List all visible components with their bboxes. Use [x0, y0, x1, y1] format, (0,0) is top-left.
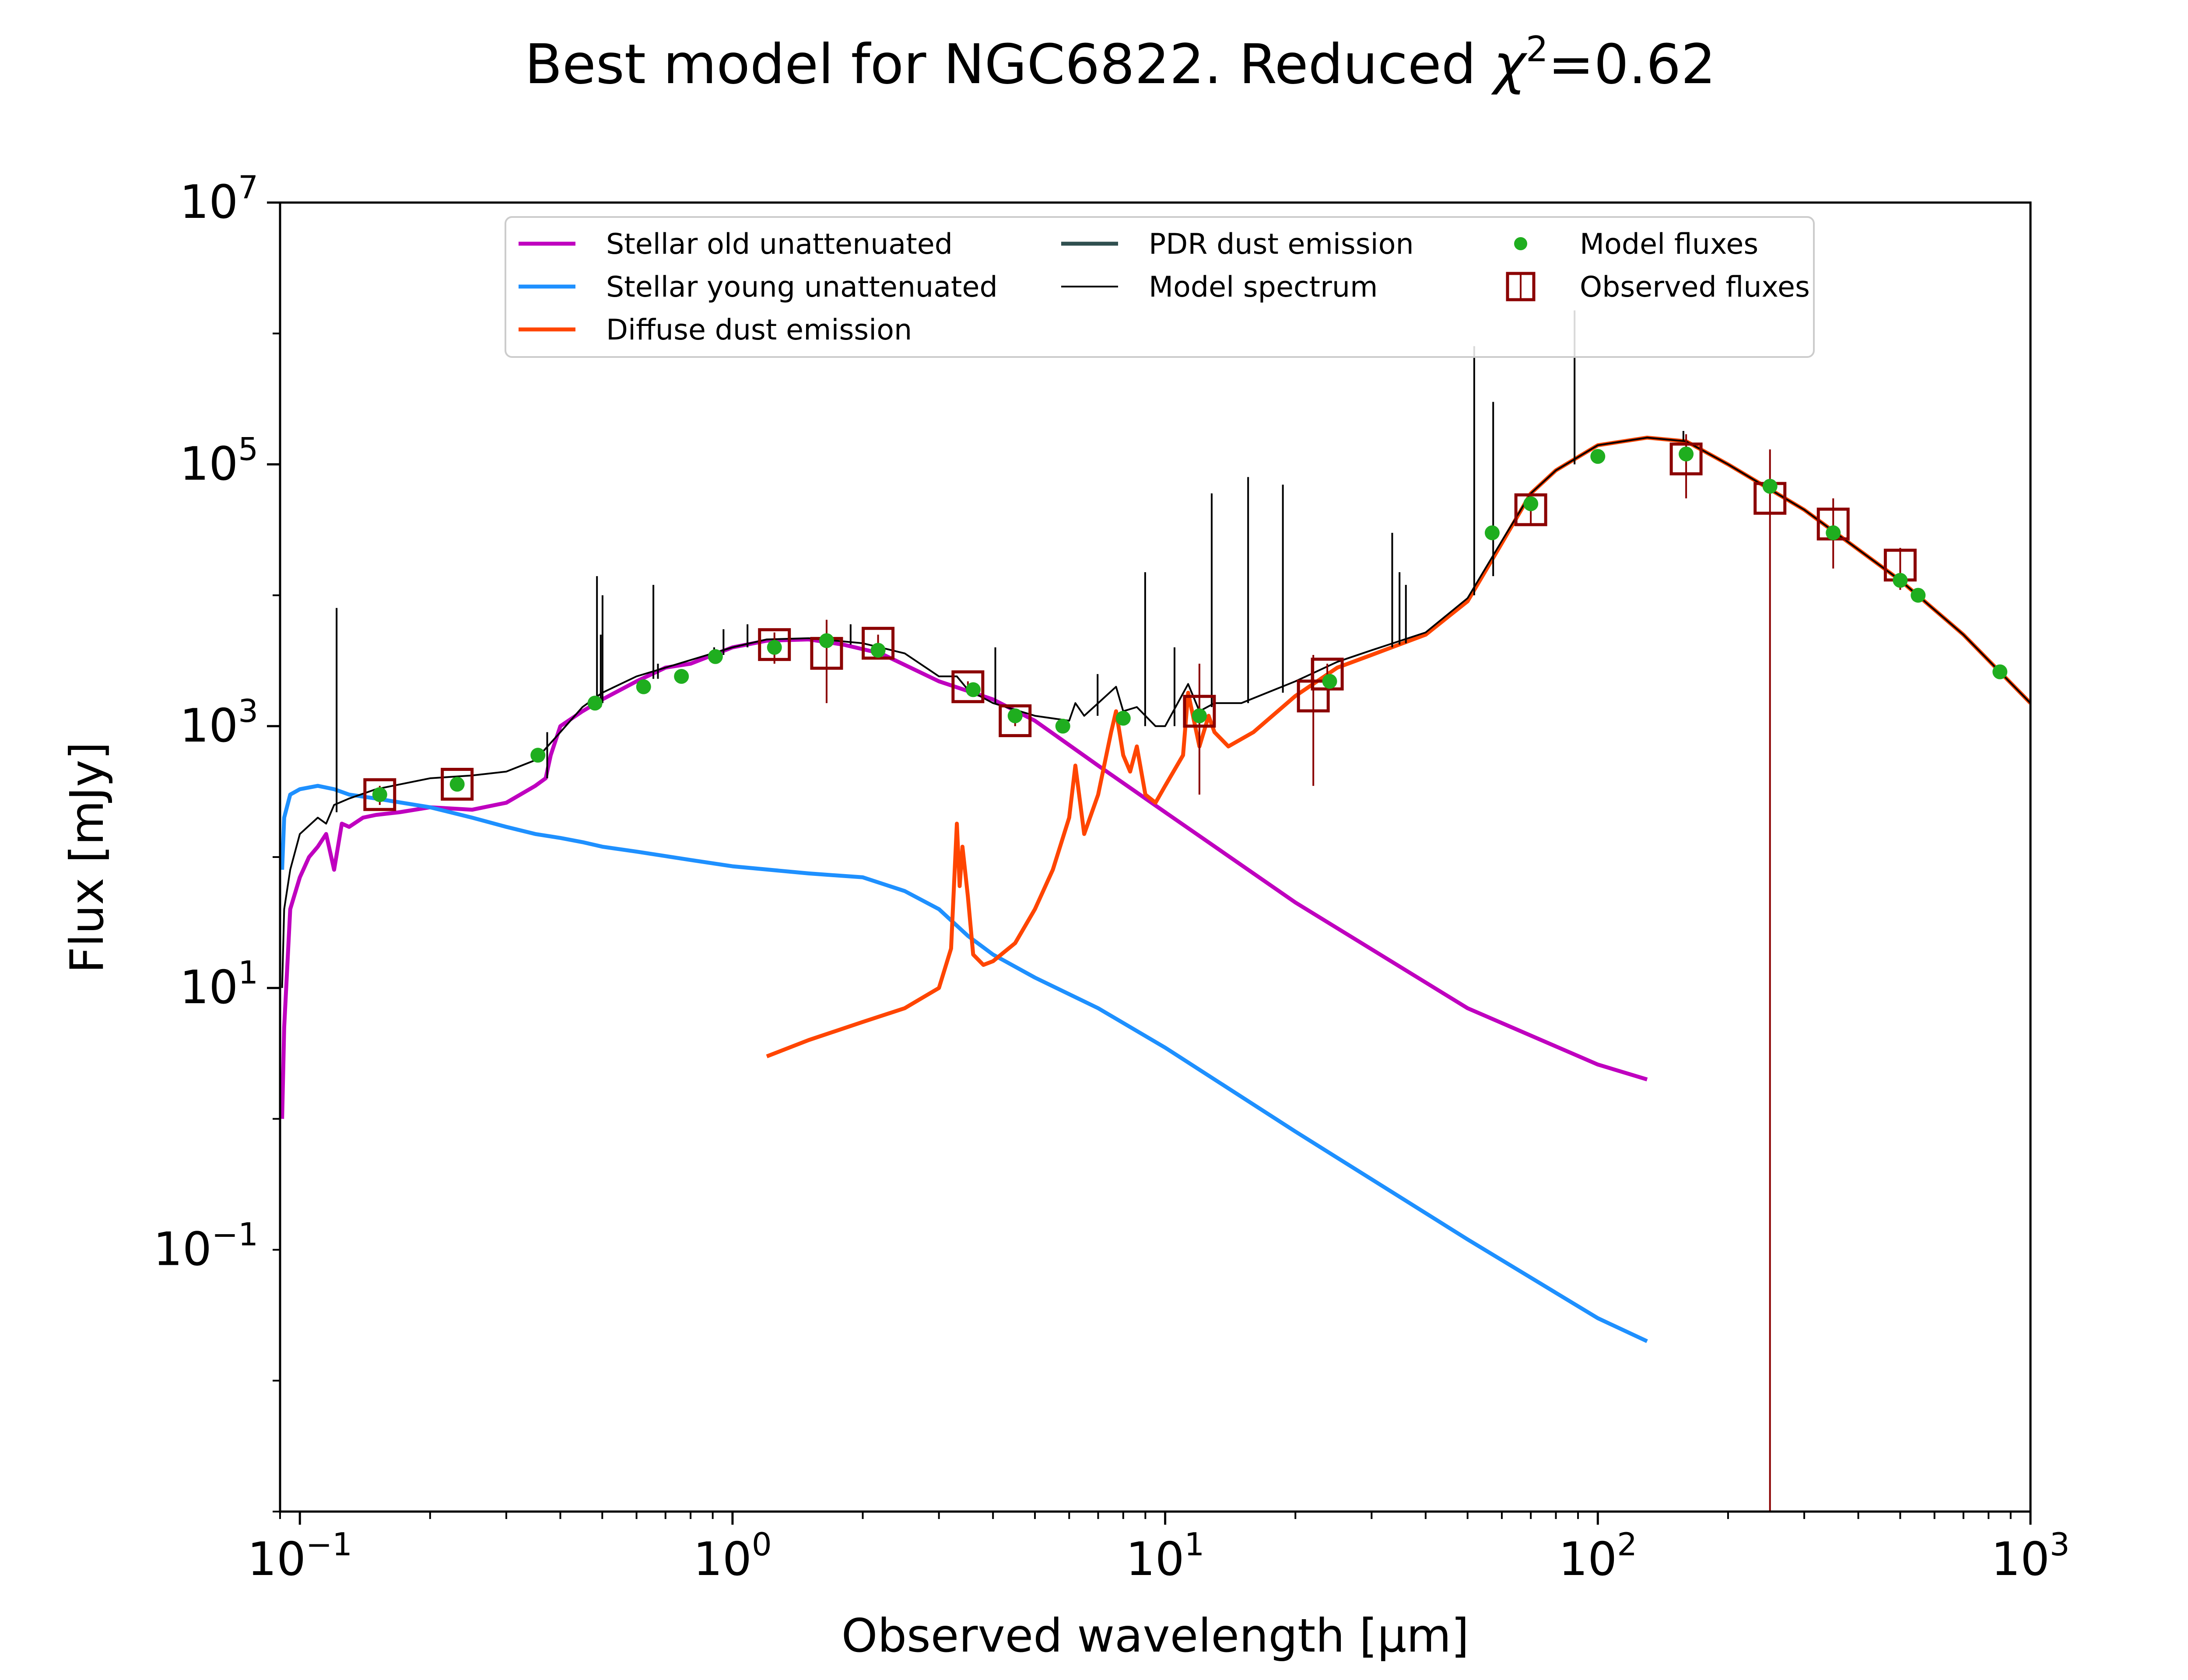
model-flux-point [965, 682, 981, 697]
observed-flux-marker [363, 778, 396, 811]
legend-item-model-spectrum: Model spectrum [1061, 271, 1378, 304]
series-line-model-spectrum [281, 437, 2030, 988]
model-flux-point [1679, 446, 1694, 462]
legend-item-stellar-old-unattenuated: Stellar old unattenuated [519, 228, 953, 261]
model-flux-point [1762, 479, 1778, 494]
observed-flux-marker [862, 626, 895, 660]
legend-label: Model spectrum [1149, 271, 1378, 304]
x-tick-label: 10−1 [247, 1526, 352, 1586]
legend-label: Stellar old unattenuated [606, 228, 953, 261]
legend: Stellar old unattenuated Stellar young un… [505, 216, 1815, 358]
model-flux-point [1523, 496, 1539, 511]
model-flux-point [1893, 573, 1908, 588]
legend-label: PDR dust emission [1149, 228, 1414, 261]
legend-item-model-fluxes: Model fluxes [1514, 228, 1758, 261]
model-flux-point [1992, 664, 2008, 679]
model-flux-point [1484, 525, 1500, 540]
model-flux-point [1055, 718, 1070, 734]
model-flux-point [372, 787, 387, 802]
plot-area [280, 310, 2030, 1512]
observed-flux-marker [758, 628, 791, 661]
series-line-stellar-young-unattenuated [280, 784, 1648, 1343]
legend-box [505, 216, 1815, 358]
model-flux-point [1590, 449, 1606, 464]
x-axis-label: Observed wavelength [μm] [842, 1609, 1469, 1662]
y-tick-label: 101 [180, 954, 258, 1014]
x-tick-label: 101 [1126, 1526, 1204, 1586]
legend-item-observed-fluxes: Observed fluxes [1506, 271, 1810, 304]
observed-flux-marker [1183, 695, 1216, 728]
legend-item-stellar-young-unattenuated: Stellar young unattenuated [519, 271, 998, 304]
observed-flux-marker [951, 670, 985, 704]
model-flux-point [530, 748, 546, 763]
model-flux-point [587, 696, 603, 711]
chart-title: Best model for NGC6822. Reduced χ2=0.62 [525, 29, 1716, 96]
x-tick-label: 103 [1991, 1526, 2069, 1586]
y-axis-label: Flux [mJy] [60, 742, 114, 973]
legend-label: Diffuse dust emission [606, 314, 912, 346]
x-tick-label: 100 [693, 1526, 771, 1586]
y-tick-label: 105 [180, 430, 258, 490]
model-flux-point [636, 679, 651, 694]
model-flux-point [449, 777, 465, 792]
observed-flux-marker [1311, 658, 1344, 691]
model-flux-point [1322, 674, 1337, 689]
axis-ticks: 10−1 100 101 102 103 10−1 101 103 105 107 [153, 169, 2069, 1586]
model-flux-point [1911, 588, 1926, 603]
model-flux-point [767, 640, 782, 655]
x-tick-label: 102 [1559, 1526, 1637, 1586]
model-flux-point [708, 649, 723, 664]
observed-flux-marker [999, 704, 1032, 737]
y-tick-label: 10−1 [153, 1216, 258, 1276]
model-flux-point [1826, 525, 1841, 540]
observed-flux-marker [1514, 493, 1547, 526]
observed-flux-marker [1669, 442, 1703, 476]
legend-item-diffuse-dust-emission: Diffuse dust emission [519, 314, 912, 346]
y-tick-label: 107 [180, 169, 258, 229]
model-flux-point [674, 669, 689, 684]
model-flux-point [1192, 708, 1207, 724]
legend-swatch [1514, 237, 1527, 250]
legend-label: Model fluxes [1580, 228, 1758, 261]
model-flux-point [1115, 710, 1131, 726]
model-flux-point [1007, 708, 1023, 724]
observed-flux-marker [441, 768, 474, 801]
legend-item-pdr-dust-emission: PDR dust emission [1061, 228, 1414, 261]
model-flux-point [870, 643, 886, 658]
legend-label: Observed fluxes [1580, 271, 1810, 304]
y-tick-label: 103 [180, 693, 258, 752]
model-flux-point [819, 633, 834, 648]
legend-label: Stellar young unattenuated [606, 271, 998, 304]
